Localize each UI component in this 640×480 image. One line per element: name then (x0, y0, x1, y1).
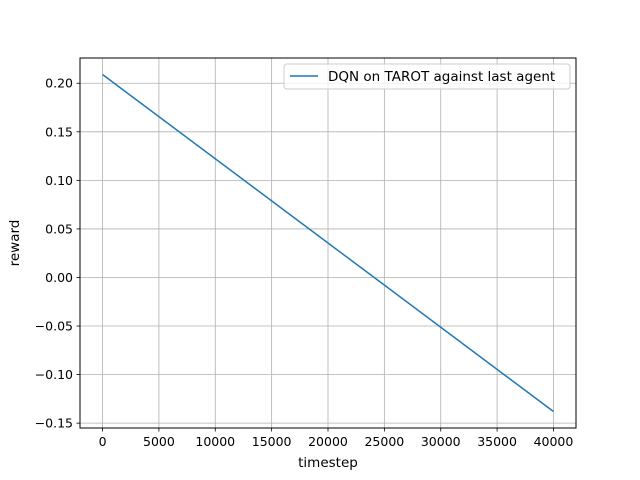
x-axis-label: timestep (298, 455, 358, 471)
y-tick-label: −0.05 (35, 319, 73, 334)
series-line (102, 73, 554, 413)
x-tick-label: 30000 (421, 434, 461, 449)
y-tick-label: −0.10 (35, 367, 73, 382)
series-layer (102, 73, 554, 413)
x-tick-label: 5000 (143, 434, 175, 449)
x-tick-label: 25000 (364, 434, 404, 449)
x-tick-label: 0 (99, 434, 107, 449)
y-tick-label: −0.15 (35, 416, 73, 431)
y-tick-label: 0.05 (45, 221, 73, 236)
x-tick-label: 35000 (477, 434, 517, 449)
legend-box (283, 63, 571, 90)
legend-label: DQN on TAROT against last agent (328, 69, 555, 85)
grid (80, 58, 576, 428)
x-tick-label: 20000 (308, 434, 348, 449)
x-tick-label: 10000 (195, 434, 235, 449)
y-tick-label: 0.00 (45, 270, 73, 285)
y-axis: −0.15 −0.10 −0.05 0.00 0.05 0.10 0.15 0.20 (35, 76, 80, 431)
legend: DQN on TAROT against last agent (283, 63, 571, 90)
y-tick-label: 0.15 (45, 124, 73, 139)
y-tick-label: 0.20 (45, 76, 73, 91)
x-axis: 0 5000 10000 15000 20000 25000 30000 35000 40000 (99, 428, 574, 449)
x-tick-label: 15000 (252, 434, 292, 449)
x-tick-label: 40000 (534, 434, 574, 449)
y-axis-label: reward (7, 220, 23, 267)
y-tick-label: 0.10 (45, 173, 73, 188)
